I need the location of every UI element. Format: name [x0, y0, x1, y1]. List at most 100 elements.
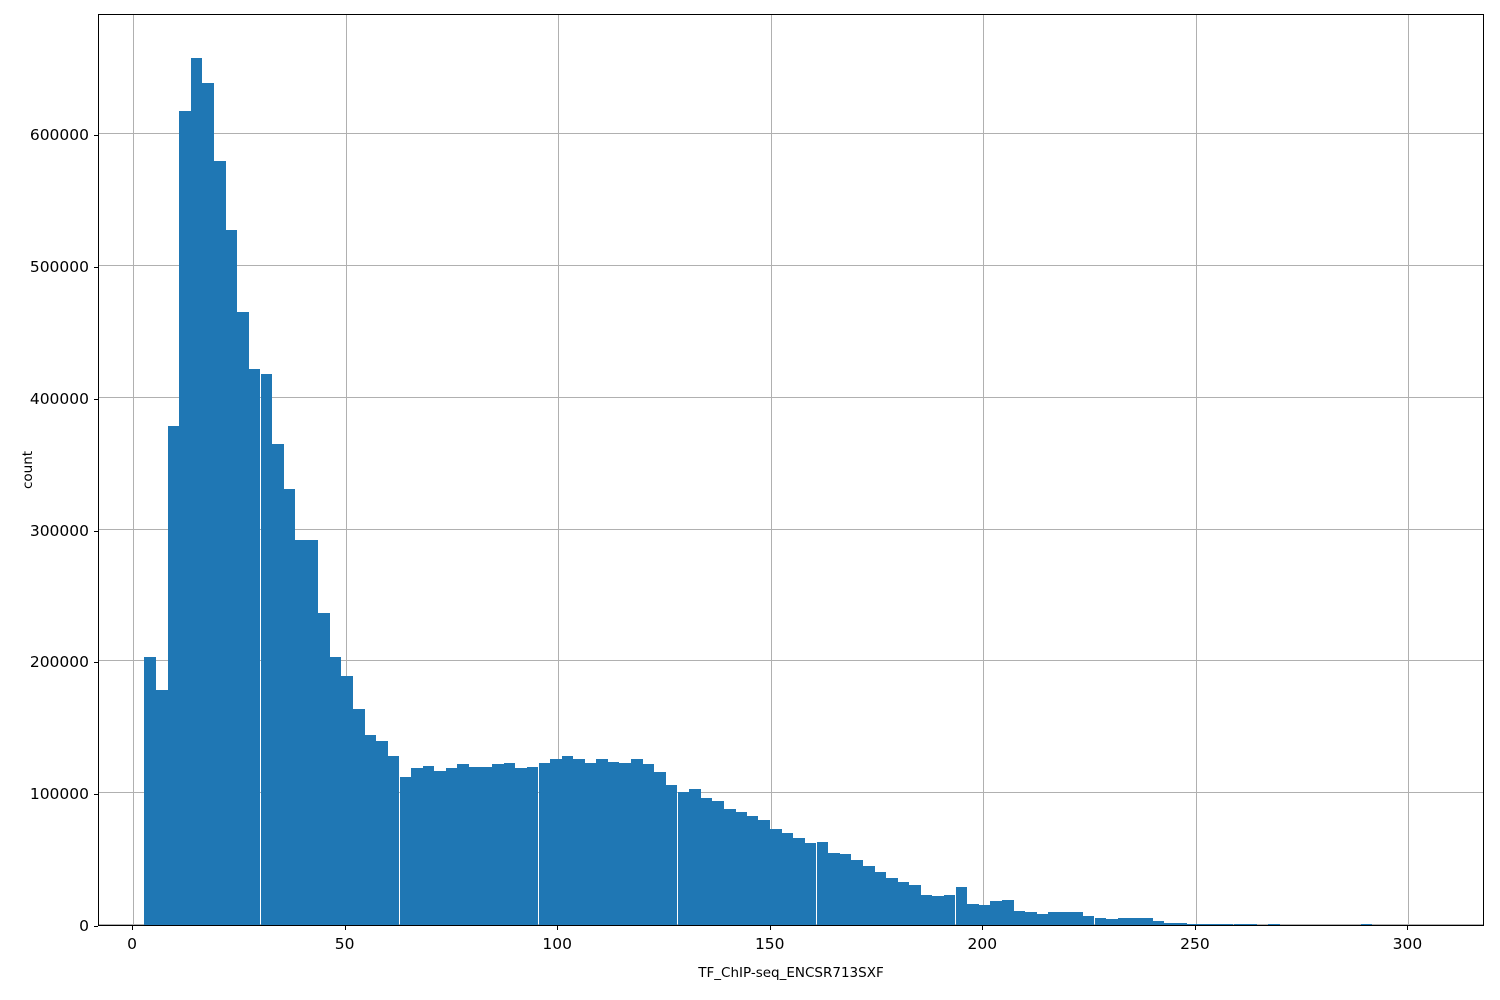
histogram-bar [376, 740, 388, 925]
histogram-bar [932, 896, 944, 925]
x-axis-tick-label: 150 [754, 935, 785, 953]
x-axis-tick-label: 200 [967, 935, 998, 953]
x-axis-tick-label: 300 [1392, 935, 1423, 953]
histogram-bar [1036, 913, 1049, 925]
histogram-bar [955, 886, 968, 925]
histogram-bar [341, 675, 353, 925]
histogram-bar [770, 828, 782, 925]
histogram-bar [897, 881, 909, 925]
histogram-bar [863, 865, 875, 925]
histogram-bar [225, 230, 238, 925]
histogram-bar [839, 853, 852, 925]
gridline-horizontal [99, 265, 1483, 267]
y-axis-tick [94, 135, 98, 137]
histogram-bar [445, 768, 458, 925]
x-axis-label: TF_ChIP-seq_ENCSR713SXF [698, 965, 884, 981]
histogram-bar [480, 766, 492, 925]
histogram-bar [874, 872, 887, 925]
x-axis-tick-label: 0 [127, 935, 137, 953]
x-axis-tick-label: 100 [542, 935, 572, 953]
histogram-bar [1210, 923, 1222, 925]
y-axis-tick-label: 200000 [29, 653, 89, 672]
histogram-bar [411, 768, 423, 925]
x-axis-tick [1407, 926, 1409, 930]
gridline-horizontal [99, 528, 1483, 530]
histogram-bar [237, 312, 249, 925]
histogram-bar [353, 708, 365, 925]
histogram-bar [364, 735, 377, 925]
histogram-bar [538, 762, 551, 925]
gridline-vertical [133, 15, 134, 925]
histogram-bar [387, 756, 400, 925]
y-axis-tick-label: 600000 [29, 126, 89, 145]
histogram-bar [294, 540, 307, 925]
histogram-bar [619, 762, 631, 925]
histogram-bar [909, 885, 921, 925]
x-axis-tick-label: 50 [334, 935, 355, 953]
y-axis-tick [94, 267, 98, 269]
histogram-bar [851, 860, 863, 925]
histogram-bar [561, 756, 574, 925]
y-axis-tick-label: 300000 [29, 521, 89, 540]
histogram-bar [607, 761, 620, 925]
histogram-bar [318, 612, 330, 925]
gridline-horizontal [99, 660, 1483, 662]
histogram-bar [1024, 911, 1037, 925]
histogram-bar [1002, 899, 1014, 925]
histogram-bar [1187, 923, 1199, 925]
histogram-bar [1221, 924, 1234, 925]
histogram-bar [492, 764, 504, 925]
histogram-bar [1129, 917, 1141, 925]
histogram-bar [1198, 923, 1211, 925]
gridline-vertical [1408, 15, 1410, 925]
y-axis-label: count [20, 450, 36, 490]
y-axis-tick [94, 530, 98, 532]
histogram-bar [283, 488, 296, 925]
histogram-bar [503, 762, 516, 925]
histogram-bar [573, 758, 585, 925]
x-axis-tick [982, 926, 984, 930]
histogram-bar [990, 901, 1002, 925]
histogram-bar [1059, 911, 1072, 925]
histogram-bar [700, 798, 713, 925]
gridline-vertical [770, 15, 772, 925]
y-axis-tick-label: 400000 [29, 389, 89, 408]
x-axis-tick [557, 926, 559, 930]
gridline-vertical [1195, 15, 1197, 925]
histogram-bar [1141, 918, 1153, 925]
histogram-bar [1048, 912, 1060, 925]
histogram-bar [677, 791, 690, 925]
histogram-bar [155, 689, 168, 925]
histogram-bar [1071, 911, 1083, 925]
histogram-bar [329, 657, 342, 925]
histogram-bar [306, 540, 319, 925]
histogram-bar [1245, 924, 1257, 925]
y-axis-tick [94, 398, 98, 400]
histogram-bar [758, 819, 770, 925]
histogram-bar [793, 838, 805, 925]
histogram-bar [399, 777, 412, 925]
histogram-bar [642, 764, 655, 925]
histogram-bar [631, 758, 643, 925]
histogram-bar [422, 765, 435, 925]
histogram-bar [457, 764, 469, 925]
histogram-bar [689, 789, 701, 925]
plot-axes [98, 14, 1484, 926]
histogram-bar [746, 815, 759, 925]
histogram-bar [1106, 919, 1118, 925]
histogram-bar [248, 368, 261, 925]
histogram-bar [967, 903, 979, 925]
x-axis-tick [769, 926, 771, 930]
plot-area [99, 15, 1483, 925]
histogram-bar [214, 160, 226, 925]
histogram-bar [468, 766, 481, 925]
histogram-bar [550, 758, 562, 925]
histogram-bar [179, 110, 191, 925]
histogram-bar [1360, 924, 1373, 925]
gridline-horizontal [99, 396, 1483, 398]
histogram-bar [167, 425, 180, 925]
gridline-horizontal [99, 133, 1483, 135]
gridline-vertical [983, 15, 985, 925]
histogram-bar [943, 894, 956, 925]
